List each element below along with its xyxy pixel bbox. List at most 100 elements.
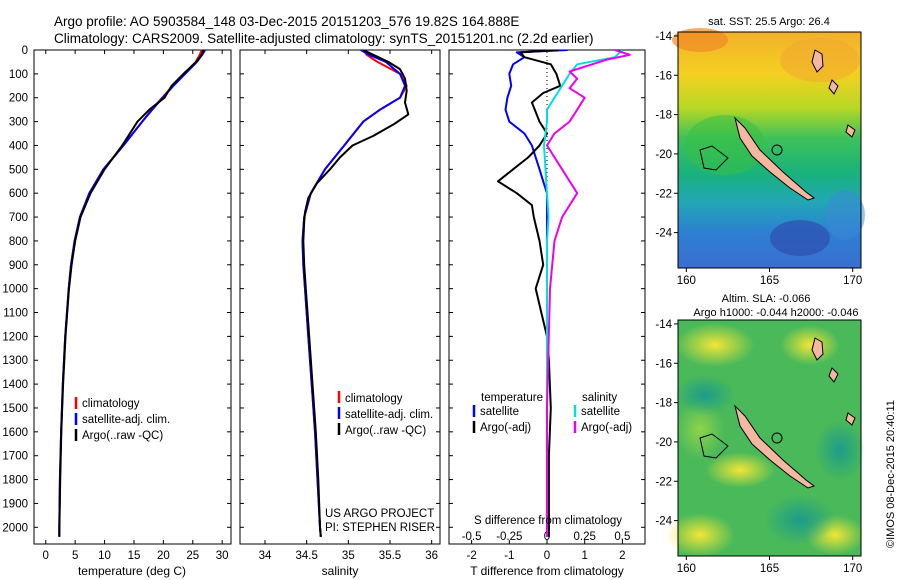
temperature-x-axis: 0 5 10 15 20 25 30 [43,50,229,562]
depth-tick-label: 400 [9,140,28,152]
sla-map-title: Altim. SLA: -0.066 [722,293,811,305]
x-tick-label: 34 [259,550,272,562]
map-y-tick-label: -16 [655,70,672,82]
temperature-legend: climatology satellite-adj. clim. Argo(..… [74,397,170,442]
x-tick-label: 15 [128,550,141,562]
x2-tick-label: 0 [544,531,550,543]
sla-high-patch [780,325,840,365]
sla-high-patch [675,323,755,367]
x-tick-label: -2 [466,550,476,562]
x-tick-label: 34.5 [295,550,317,562]
map-y-tick-label: -24 [655,228,672,240]
project-annotation: US ARGO PROJECT [325,508,434,520]
series-line-argo [302,50,410,537]
series-line-argo [58,50,205,537]
legend-title-temperature: temperature [481,392,543,404]
s-difference-xlabel: S difference from climatology [474,515,622,527]
loyalty-island [845,412,856,426]
imos-credit: ©IMOS 08-Dec-2015 20:40:11 [885,400,897,548]
sst-map-axes: 160 165 170 -14 -16 -18 -20 -22 -24 [655,31,862,287]
difference-series [497,50,631,537]
sst-warm-patch [672,28,728,52]
sla-map-subtitle: Argo h1000: -0.044 h2000: -0.046 [693,307,858,319]
depth-tick-label: 200 [9,93,28,105]
temperature-xlabel: temperature (deg C) [78,564,186,578]
reef-outline [699,433,729,459]
legend-title-salinity: salinity [582,392,617,404]
legend-argo-label: Argo(..raw -QC) [345,425,426,437]
depth-tick-label: 100 [9,69,28,81]
sst-cool-patch [825,190,865,240]
legend-t-argo-label: Argo(-adj) [480,422,531,434]
depth-tick-label: 0 [22,45,28,57]
x-tick-label: 2 [619,550,625,562]
map-y-tick-label: -24 [655,516,672,528]
salinity-panel: 34 34.5 35 35.5 36 salinity climatology sate… [239,49,441,578]
sla-mid-patch [675,400,725,460]
depth-tick-label: 1100 [3,308,28,320]
depth-tick-label: 1300 [2,355,28,367]
loyalty-island [845,124,856,138]
x2-tick-label: -0.25 [496,531,522,543]
salinity-xlabel: salinity [322,564,359,578]
x2-tick-label: 0.25 [573,531,595,543]
map-y-tick-label: -22 [655,476,672,488]
legend-s-argo-label: Argo(-adj) [581,422,632,434]
sla-high-patch [705,452,775,488]
header-line-1: Argo profile: AO 5903584_148 03-Dec-2015… [54,14,519,29]
header-line-2: Climatology: CARS2009. Satellite-adjuste… [54,31,594,46]
salinity-plot-frame [239,49,441,545]
float-position-marker [771,432,783,444]
depth-axis: 0 100 200 300 400 500 600 700 800 900 1000 1100 1200… [2,45,645,534]
x-tick-label: 20 [157,550,170,562]
depth-tick-label: 1200 [2,331,28,343]
map-x-tick-label: 165 [760,563,779,575]
depth-tick-label: 1800 [2,475,28,487]
depth-tick-label: 1400 [2,379,28,391]
map-x-tick-label: 160 [677,563,696,575]
depth-tick-label: 900 [9,260,28,272]
series-line-climatology [58,50,203,537]
x-tick-label: -1 [504,550,514,562]
x2-tick-label: -0.5 [462,531,482,543]
map-x-tick-label: 165 [760,275,779,287]
depth-tick-label: 1600 [2,427,28,439]
legend-satellite-label: satellite-adj. clim. [82,414,170,426]
depth-tick-label: 2000 [2,522,28,534]
sla-map-axes: 160 165 170 -14 -16 -18 -20 -22 -24 [655,319,862,575]
reef-outline [699,145,729,171]
map-y-tick-label: -16 [655,358,672,370]
x-tick-label: 10 [98,550,111,562]
float-position-marker [771,144,783,156]
pi-annotation: PI: STEPHEN RISER [325,522,435,534]
sla-low-patch [765,495,835,545]
temperature-series [58,50,206,537]
legend-argo-label: Argo(..raw -QC) [82,430,163,442]
temperature-plot-frame [33,49,232,545]
sla-map: Altim. SLA: -0.066 Argo h1000: -0.044 h2… [655,293,865,575]
x-tick-label: 25 [186,550,199,562]
map-y-tick-label: -14 [655,319,672,331]
x-tick-label: 35 [342,550,355,562]
depth-tick-label: 500 [9,164,28,176]
x-tick-label: 5 [72,550,78,562]
sla-high-patch [665,513,735,557]
sla-low-patch [675,375,735,415]
series-line-s-satellite [543,50,624,537]
map-x-tick-label: 170 [843,563,862,575]
salinity-series [301,50,410,537]
salinity-legend: climatology satellite-adj. clim. Argo(..… [337,391,433,437]
vanuatu-island [828,79,839,95]
map-y-tick-label: -18 [655,398,672,410]
sst-map: sat. SST: 25.5 Argo: 26.4 160 165 170 -14 -1… [655,16,865,287]
t-difference-xlabel: T difference from climatology [470,564,624,578]
x-tick-label: 35.5 [379,550,401,562]
difference-legend: temperature salinity satellite Argo(-adj… [472,392,632,434]
depth-tick-label: 300 [9,117,28,129]
sla-low-patch [815,420,865,480]
x-tick-label: 1 [581,550,587,562]
vanuatu-island [811,337,824,361]
new-caledonia-island [734,404,816,489]
map-y-tick-label: -18 [655,110,672,122]
